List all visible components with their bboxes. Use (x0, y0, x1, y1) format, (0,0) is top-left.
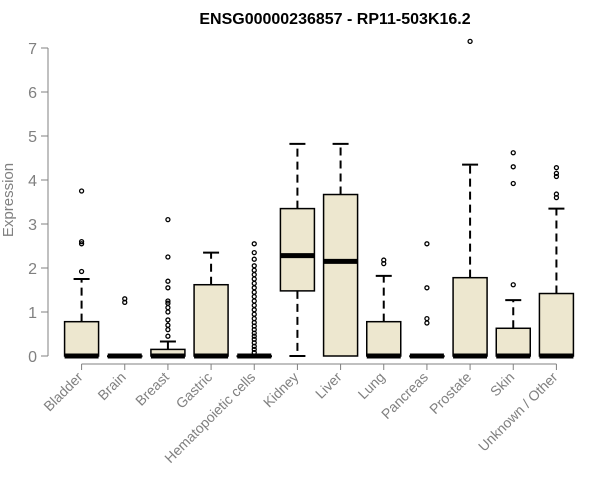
outlier-point (251, 256, 257, 262)
outlier-point (251, 276, 257, 282)
outlier-point (251, 298, 257, 304)
outlier-point (251, 249, 257, 256)
outlier-point (553, 165, 560, 171)
outlier-point (165, 333, 171, 339)
outlier-point (251, 263, 257, 269)
outlier-point (381, 257, 387, 263)
outlier-point (122, 296, 128, 302)
box-rect (63, 320, 100, 357)
box-rect (193, 283, 229, 357)
box-lung (366, 257, 402, 359)
outlier-point (78, 241, 85, 247)
x-tick-label: Pancreas (378, 369, 431, 422)
box-hematopoietic-cells (236, 241, 272, 359)
outlier-point (251, 315, 257, 322)
outlier-point (510, 282, 516, 288)
outlier-point (78, 268, 85, 275)
x-tick-label: Skin (487, 369, 518, 400)
outlier-point (251, 289, 257, 295)
outlier-point (251, 349, 257, 356)
x-tick-label: Gastric (173, 369, 216, 412)
outlier-point (165, 304, 171, 311)
box-rect (322, 193, 359, 357)
outlier-point (251, 346, 257, 353)
y-tick-label: 0 (28, 349, 37, 366)
outlier-point (251, 271, 257, 278)
x-tick-label: Brain (94, 369, 128, 403)
chart-title: ENSG00000236857 - RP11-503K16.2 (199, 11, 470, 28)
outlier-point (165, 326, 171, 333)
box-unknown-other (538, 165, 575, 359)
box-series (63, 38, 575, 359)
outlier-point (553, 173, 560, 180)
outlier-point (424, 285, 430, 291)
outlier-point (251, 280, 257, 287)
outlier-point (165, 300, 171, 306)
outlier-point (251, 333, 257, 339)
outlier-point (165, 322, 171, 328)
y-axis: 0 1 2 3 4 5 6 7 (28, 41, 49, 366)
outlier-point (78, 238, 85, 245)
outlier-point (424, 315, 430, 322)
box-bladder (63, 188, 100, 359)
outlier-point (510, 164, 516, 170)
outlier-point (251, 285, 257, 291)
x-tick-label: Breast (132, 369, 172, 409)
outlier-point (165, 285, 171, 291)
outlier-point (424, 320, 430, 326)
x-tick-label: Prostate (426, 369, 474, 417)
x-tick-label: Bladder (40, 369, 86, 415)
y-tick-label: 4 (28, 173, 37, 190)
y-axis-label: Expression (0, 163, 17, 237)
outlier-point (510, 150, 516, 156)
y-tick-label: 5 (28, 129, 37, 146)
x-tick-label: Liver (312, 369, 345, 402)
outlier-point (165, 254, 171, 260)
box-rect (366, 320, 402, 357)
box-rect (538, 292, 575, 357)
y-tick-label: 6 (28, 85, 37, 102)
outlier-point (510, 180, 516, 187)
outlier-point (165, 278, 171, 284)
box-kidney (279, 142, 316, 357)
outlier-point (251, 267, 257, 273)
outlier-point (165, 298, 171, 304)
outlier-point (165, 317, 171, 323)
box-pancreas (409, 241, 445, 359)
box-breast (150, 216, 186, 359)
outlier-point (165, 216, 171, 223)
y-tick-label: 2 (28, 261, 37, 278)
outlier-point (165, 309, 171, 315)
outlier-point (251, 336, 257, 342)
y-tick-label: 1 (28, 305, 37, 322)
outlier-point (553, 170, 560, 177)
outlier-point (251, 302, 257, 309)
box-gastric (193, 251, 229, 359)
outlier-point (251, 241, 257, 247)
outlier-point (424, 241, 430, 247)
outlier-point (251, 293, 257, 300)
box-liver (322, 142, 359, 357)
x-tick-label: Lung (355, 369, 388, 402)
outlier-point (553, 191, 560, 197)
outlier-point (251, 311, 257, 317)
box-prostate (452, 38, 488, 359)
y-tick-label: 3 (28, 217, 37, 234)
outlier-point (251, 307, 257, 313)
outlier-point (78, 188, 85, 194)
box-rect (452, 276, 488, 357)
box-rect (279, 207, 316, 292)
box-rect (495, 327, 531, 357)
box-skin (495, 150, 531, 359)
x-tick-label: Kidney (260, 369, 302, 411)
box-brain (107, 296, 143, 359)
y-tick-label: 7 (28, 41, 37, 58)
x-tick-label: Unknown / Other (475, 369, 561, 455)
outlier-point (467, 38, 473, 45)
